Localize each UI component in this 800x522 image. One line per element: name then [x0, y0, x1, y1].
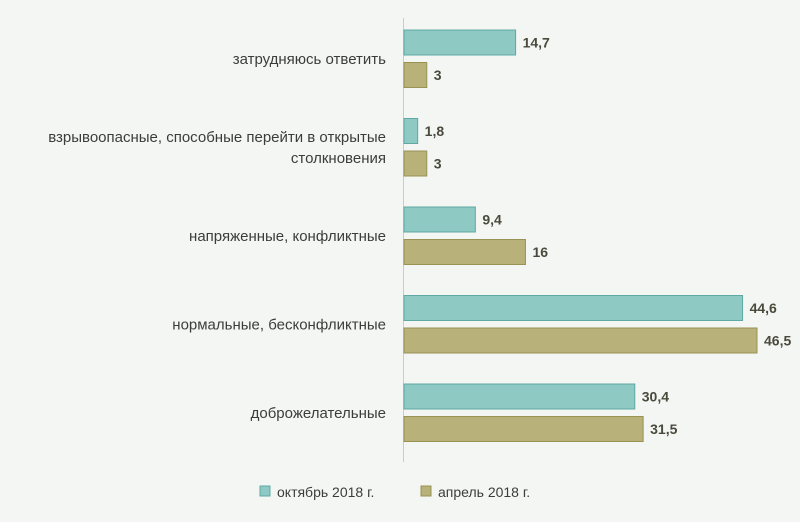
- category-label: взрывоопасные, способные перейти в откры…: [48, 129, 386, 146]
- data-label: 30,4: [642, 389, 669, 405]
- category-label: затрудняюсь ответить: [233, 51, 386, 68]
- data-label: 14,7: [523, 35, 550, 51]
- category-label: нормальные, бесконфликтные: [172, 316, 386, 333]
- data-label: 31,5: [650, 421, 677, 437]
- data-label: 16: [532, 244, 548, 260]
- category-label: доброжелательные: [251, 405, 386, 422]
- data-label: 46,5: [764, 333, 791, 349]
- bar-april: [403, 416, 644, 442]
- bar-april: [403, 62, 428, 88]
- data-label: 9,4: [482, 212, 502, 228]
- legend-swatch: [420, 485, 432, 497]
- bar-april: [403, 239, 526, 265]
- legend-label: апрель 2018 г.: [438, 484, 530, 500]
- bar-october: [403, 29, 517, 56]
- data-label: 3: [434, 156, 442, 172]
- bar-october: [403, 118, 419, 144]
- legend-label: октябрь 2018 г.: [277, 484, 374, 500]
- bar-october: [403, 383, 636, 410]
- category-label: столкновения: [291, 150, 386, 167]
- bar-october: [403, 295, 744, 321]
- bar-april: [403, 150, 428, 177]
- category-label: напряженные, конфликтные: [189, 228, 386, 245]
- data-label: 44,6: [750, 300, 777, 316]
- legend-swatch: [259, 485, 271, 497]
- bar-april: [403, 327, 758, 354]
- bar-october: [403, 206, 476, 233]
- data-label: 3: [434, 67, 442, 83]
- data-label: 1,8: [425, 123, 445, 139]
